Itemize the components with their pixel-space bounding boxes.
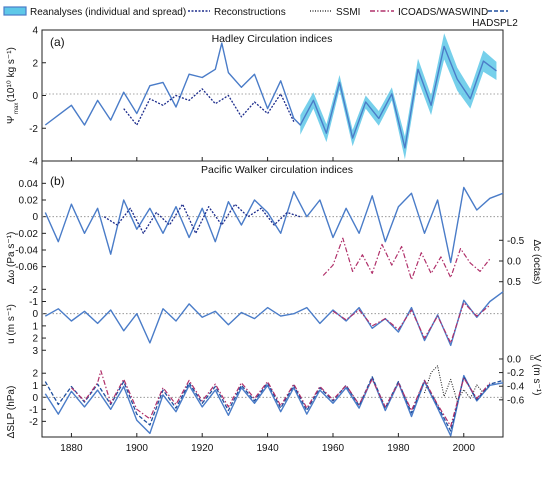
slp-ytick-label: 0 [32,393,38,404]
omega-ytick-label: 0.02 [19,196,39,207]
x-tick-label: 1880 [60,443,83,454]
legend: Reanalyses (individual and spread) Recon… [3,6,518,29]
panel-a-ylabel-sub: max [14,103,20,114]
hadley-ytick-label: 4 [32,26,38,37]
u-ytick-label: 2 [32,334,38,345]
omega-ytick-label: -0.06 [15,262,38,273]
ve-ytick-label: -0.4 [507,382,525,393]
omega-ylabel: Δω (Pa s⁻¹) [6,232,17,285]
u-ytick-label: -1 [29,297,38,308]
panel-a-plot [44,33,497,160]
cloud-ytick-label: 0.0 [507,257,521,268]
cloud-icoads-waswind-line [322,237,491,281]
omega-ytick-label: 0.04 [19,179,39,190]
panel-b-label: (b) [50,174,65,188]
omega-ytick-label: -0.02 [15,229,38,240]
x-tick-label: 1940 [256,443,279,454]
panel-a-ylabel-main: Ψ [6,116,17,124]
hadley-ytick-label: 2 [32,58,38,69]
slp-ytick-label: 1 [32,381,38,392]
omega-reconstructions-line [103,203,301,234]
u-ytick-label: 0 [32,309,38,320]
slp-ylabel: ΔSLP (hPa) [6,386,17,439]
x-tick-label: 1920 [191,443,214,454]
u-ytick-label: 3 [32,346,38,357]
panel-b-ticks: 0.040.020-0.02-0.04-0.06-0.50.00.5-2-101… [15,179,524,428]
ve-ylabel: V (m s⁻¹) [531,355,542,396]
cloud-ylabel: Δc (octas) [531,239,542,284]
u-ylabel: u (m s⁻¹) [6,304,17,344]
ve-ylabel-sub: E [530,356,534,362]
legend-item-reconstructions: Reconstructions [188,7,286,18]
x-tick-label: 1960 [322,443,345,454]
slp-ytick-label: -1 [29,405,38,416]
u-reanalyses-individual-and-spread-line [44,291,504,347]
cloud-ytick-label: 0.5 [507,277,521,288]
slp-reanalyses-individual-and-spread-line [44,374,504,437]
legend-item-icoads: ICOADS/WASWIND [370,7,488,18]
hadley-reanalyses-individual-and-spread-spread [300,33,497,160]
legend-label-reconstructions: Reconstructions [214,7,286,18]
panel-a-title: Hadley Circulation indices [212,33,333,45]
ve-ytick-label: -0.6 [507,395,525,406]
panel-a-yticks: 4 2 0 -2 -4 [29,26,46,168]
panel-b-plot [42,186,504,437]
omega-ytick-label: 0 [32,212,38,223]
legend-label-reanalyses: Reanalyses (individual and spread) [30,7,186,18]
omega-ytick-label: -0.04 [15,246,38,257]
omega-reanalyses-individual-and-spread-line [44,186,504,264]
panel-a-label: (a) [50,35,65,49]
x-axis: 1880 1900 1920 1940 1960 1980 2000 [60,157,475,454]
cloud-ytick-label: -0.5 [507,236,525,247]
legend-item-reanalyses: Reanalyses (individual and spread) [3,6,186,18]
hadley-ytick-label: -2 [29,124,38,135]
slp-icoads-waswind-line [70,370,491,427]
hadley-ytick-label: 0 [32,91,38,102]
legend-item-ssmi: SSMI [310,7,360,18]
slp-ytick-label: -2 [29,417,38,428]
panel-a: (a) Hadley Circulation indices 4 2 0 -2 -4 Ψ… [6,26,504,168]
panel-b: (b) Pacific Walker circulation indices 0… [6,160,542,439]
slp-ytick-label: 2 [32,369,38,380]
ve-ytick-label: -0.2 [507,368,525,379]
panel-a-ylabel: Ψ max (10¹⁰ kg s⁻¹) [6,47,20,124]
legend-label-hadspl2: HADSPL2 [472,18,518,29]
legend-label-ssmi: SSMI [336,7,360,18]
u-ytick-label: 1 [32,321,38,332]
panel-a-ylabel-unit: (10¹⁰ kg s⁻¹) [6,47,17,102]
slp-hadspl2-line [44,376,504,432]
hadley-ytick-label: -4 [29,157,38,168]
legend-item-hadspl2: HADSPL2 [472,10,518,29]
ve-ytick-label: 0.0 [507,354,521,365]
panel-b-title: Pacific Walker circulation indices [201,164,353,176]
x-tick-label: 1900 [126,443,149,454]
u-ytick-label: -2 [29,285,38,296]
legend-label-icoads: ICOADS/WASWIND [398,7,488,18]
x-tick-label: 1980 [387,443,410,454]
legend-swatch-reanalyses [3,6,27,16]
hadley-reconstructions-line [123,88,295,126]
panel-b-frame [41,160,504,438]
x-tick-label: 2000 [453,443,476,454]
